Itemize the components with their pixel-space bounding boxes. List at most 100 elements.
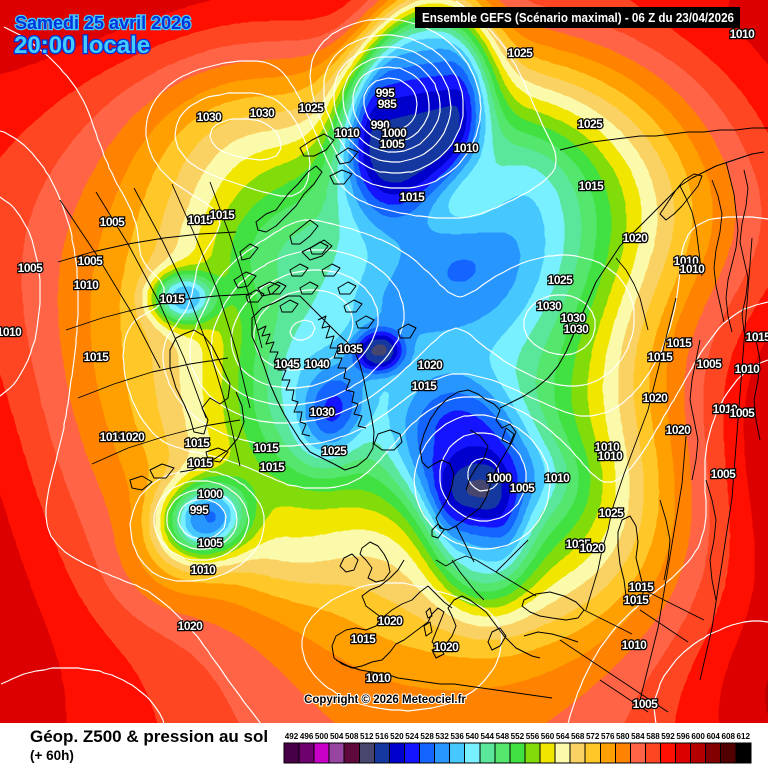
svg-text:1010: 1010 [595,440,621,454]
svg-text:Ensemble GEFS (Scénario maxim: Ensemble GEFS (Scénario maximal) - 06 Z … [422,11,734,25]
svg-text:592: 592 [661,731,675,741]
svg-text:1005: 1005 [510,481,536,495]
svg-text:1020: 1020 [666,423,692,437]
svg-text:990: 990 [371,118,390,132]
svg-text:1010: 1010 [191,563,217,577]
svg-text:1015: 1015 [412,379,438,393]
svg-text:20:00 locale: 20:00 locale [14,32,150,59]
svg-text:1015: 1015 [400,190,426,204]
svg-text:500: 500 [315,731,329,741]
svg-text:1005: 1005 [711,467,737,481]
svg-text:556: 556 [526,731,540,741]
svg-text:1025: 1025 [548,273,574,287]
svg-text:1015: 1015 [160,292,186,306]
svg-text:1020: 1020 [434,640,460,654]
svg-text:1010: 1010 [680,262,706,276]
svg-text:1010: 1010 [454,141,480,155]
svg-text:1015: 1015 [185,436,211,450]
svg-text:1020: 1020 [178,619,204,633]
svg-text:600: 600 [691,731,705,741]
svg-text:508: 508 [345,731,359,741]
svg-text:1000: 1000 [382,126,408,140]
svg-text:548: 548 [496,731,510,741]
svg-text:588: 588 [646,731,660,741]
svg-text:1035: 1035 [338,342,364,356]
svg-text:612: 612 [737,731,751,741]
svg-text:1015: 1015 [624,593,650,607]
svg-text:1040: 1040 [305,357,331,371]
svg-text:560: 560 [541,731,555,741]
svg-text:1010: 1010 [100,430,126,444]
svg-text:(+ 60h): (+ 60h) [30,748,74,763]
svg-text:1025: 1025 [599,506,625,520]
svg-text:1015: 1015 [579,179,605,193]
svg-text:524: 524 [405,731,419,741]
svg-text:1025: 1025 [508,46,534,60]
svg-text:496: 496 [300,731,314,741]
svg-text:1010: 1010 [713,402,739,416]
svg-text:568: 568 [571,731,585,741]
svg-text:1010: 1010 [545,471,571,485]
svg-text:1045: 1045 [275,357,301,371]
svg-text:532: 532 [435,731,449,741]
svg-text:1025: 1025 [299,101,325,115]
svg-text:492: 492 [285,731,299,741]
svg-text:1010: 1010 [674,254,700,268]
svg-text:1020: 1020 [418,358,444,372]
svg-text:1025: 1025 [578,117,604,131]
svg-text:1015: 1015 [629,580,655,594]
svg-text:608: 608 [722,731,736,741]
svg-text:1020: 1020 [623,231,649,245]
svg-text:1010: 1010 [735,362,761,376]
svg-text:1020: 1020 [120,430,146,444]
svg-text:1005: 1005 [697,357,723,371]
svg-text:Copyright © 2026 Meteociel.fr: Copyright © 2026 Meteociel.fr [304,694,466,706]
svg-text:1005: 1005 [633,697,659,711]
svg-text:1030: 1030 [537,299,563,313]
svg-text:564: 564 [556,731,570,741]
svg-text:1020: 1020 [643,391,669,405]
svg-text:552: 552 [511,731,525,741]
svg-text:1020: 1020 [580,541,606,555]
svg-text:1010: 1010 [366,671,392,685]
svg-text:516: 516 [375,731,389,741]
svg-text:Samedi 25 avril 2026: Samedi 25 avril 2026 [15,13,191,33]
svg-text:528: 528 [420,731,434,741]
svg-text:Géop. Z500 & pression au sol: Géop. Z500 & pression au sol [30,727,268,746]
svg-text:1005: 1005 [730,406,756,420]
svg-text:1015: 1015 [746,330,768,344]
svg-text:1010: 1010 [0,325,22,339]
svg-text:576: 576 [601,731,615,741]
svg-text:1005: 1005 [100,215,126,229]
svg-text:1010: 1010 [74,278,100,292]
svg-text:520: 520 [390,731,404,741]
svg-text:1015: 1015 [260,460,286,474]
svg-text:1030: 1030 [564,322,590,336]
svg-text:1005: 1005 [198,536,224,550]
svg-text:544: 544 [481,731,495,741]
svg-text:1015: 1015 [188,213,214,227]
svg-text:596: 596 [676,731,690,741]
svg-text:1030: 1030 [561,311,587,325]
svg-text:1015: 1015 [667,336,693,350]
svg-text:1015: 1015 [254,441,280,455]
svg-text:1015: 1015 [351,632,377,646]
svg-text:540: 540 [465,731,479,741]
svg-text:1025: 1025 [566,537,592,551]
svg-text:995: 995 [376,86,395,100]
svg-text:584: 584 [631,731,645,741]
svg-text:1010: 1010 [335,126,361,140]
svg-text:1000: 1000 [487,471,513,485]
svg-text:1015: 1015 [84,350,110,364]
svg-text:1005: 1005 [78,254,104,268]
svg-text:512: 512 [360,731,374,741]
svg-text:1005: 1005 [380,137,406,151]
svg-text:1020: 1020 [378,614,404,628]
svg-text:1005: 1005 [18,261,44,275]
svg-text:1030: 1030 [310,405,336,419]
svg-text:604: 604 [706,731,720,741]
svg-text:1030: 1030 [197,110,223,124]
svg-text:995: 995 [190,503,209,517]
svg-text:504: 504 [330,731,344,741]
svg-text:580: 580 [616,731,630,741]
